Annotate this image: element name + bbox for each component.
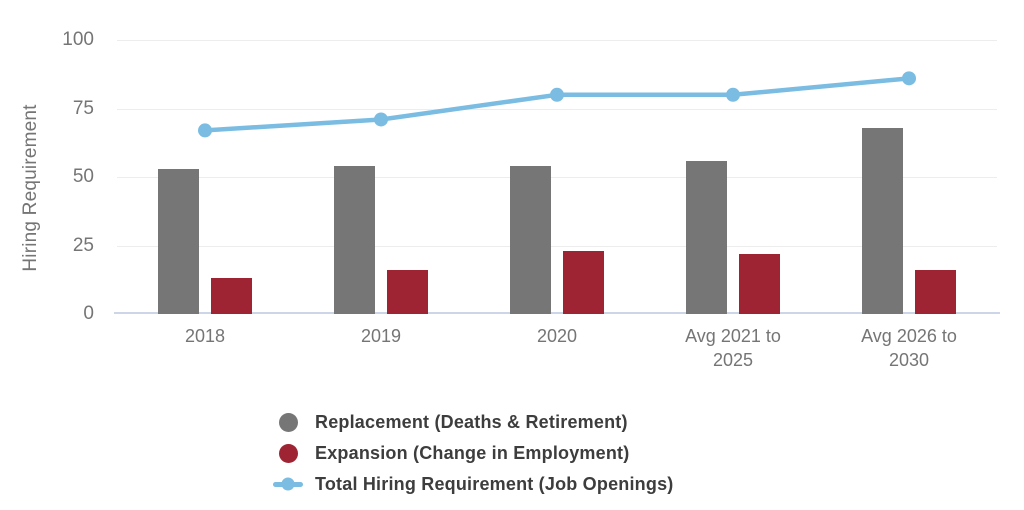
x-tick-label: Avg 2021 to 2025 [685,326,781,370]
legend-item-total[interactable]: Total Hiring Requirement (Job Openings) [272,473,673,495]
legend-marker-cell [272,477,304,491]
gridline [117,177,997,178]
legend-label: Replacement (Deaths & Retirement) [315,411,628,432]
bar-replacement-2[interactable] [510,166,551,314]
x-tick-label: 2018 [184,326,226,346]
y-tick-label: 100 [62,29,94,50]
legend-label: Total Hiring Requirement (Job Openings) [315,473,674,494]
gridline [117,245,997,247]
total-line-point-3[interactable] [726,87,740,102]
x-tick-cell: 2020 [469,324,645,372]
bar-expansion-3[interactable] [739,253,780,314]
bar-replacement-3[interactable] [686,160,727,314]
total-line[interactable] [202,76,912,133]
expansion-circle-icon [278,443,298,463]
y-axis: 0 25 50 75 100 [50,29,94,324]
x-tick-label: 2020 [536,326,578,346]
x-tick-cell: 2019 [293,324,469,372]
total-line-point-0[interactable] [198,123,212,138]
replacement-circle-icon [278,412,298,432]
bar-replacement-0[interactable] [158,168,199,314]
legend: Replacement (Deaths & Retirement) Expans… [272,411,673,504]
line-dot-icon [281,477,295,491]
legend-marker-cell [272,412,304,432]
legend-item-replacement[interactable]: Replacement (Deaths & Retirement) [272,411,673,433]
bar-replacement-4[interactable] [862,127,903,314]
total-line-point-1[interactable] [374,112,388,127]
gridline [117,108,997,110]
bar-expansion-0[interactable] [211,278,252,314]
x-axis-line [114,312,1000,314]
line-marker-icon [273,477,303,491]
legend-label: Expansion (Change in Employment) [315,442,630,463]
bar-expansion-2[interactable] [563,250,604,314]
y-tick-label: 0 [83,303,94,324]
bar-expansion-1[interactable] [387,270,428,314]
x-tick-label: Avg 2026 to 2030 [861,326,957,370]
bar-replacement-1[interactable] [334,166,375,314]
x-tick-cell: Avg 2026 to 2030 [821,324,997,372]
legend-item-expansion[interactable]: Expansion (Change in Employment) [272,442,673,464]
y-tick-label: 75 [72,97,94,119]
gridline [117,40,997,41]
legend-marker-cell [272,443,304,463]
total-line-point-4[interactable] [902,71,916,86]
x-tick-label: 2019 [360,326,402,346]
x-tick-cell: 2018 [117,324,293,372]
x-tick-cell: Avg 2021 to 2025 [645,324,821,372]
plot-area [114,40,1000,314]
total-line-layer [198,71,916,138]
x-axis-labels: 2018 2019 2020 Avg 2021 to 2025 Avg 2026… [117,324,997,372]
total-line-point-2[interactable] [550,87,564,102]
y-tick-label: 25 [72,234,94,256]
bar-expansion-4[interactable] [915,270,956,314]
y-axis-title: Hiring Requirement [20,104,41,272]
y-tick-label: 50 [72,166,94,187]
